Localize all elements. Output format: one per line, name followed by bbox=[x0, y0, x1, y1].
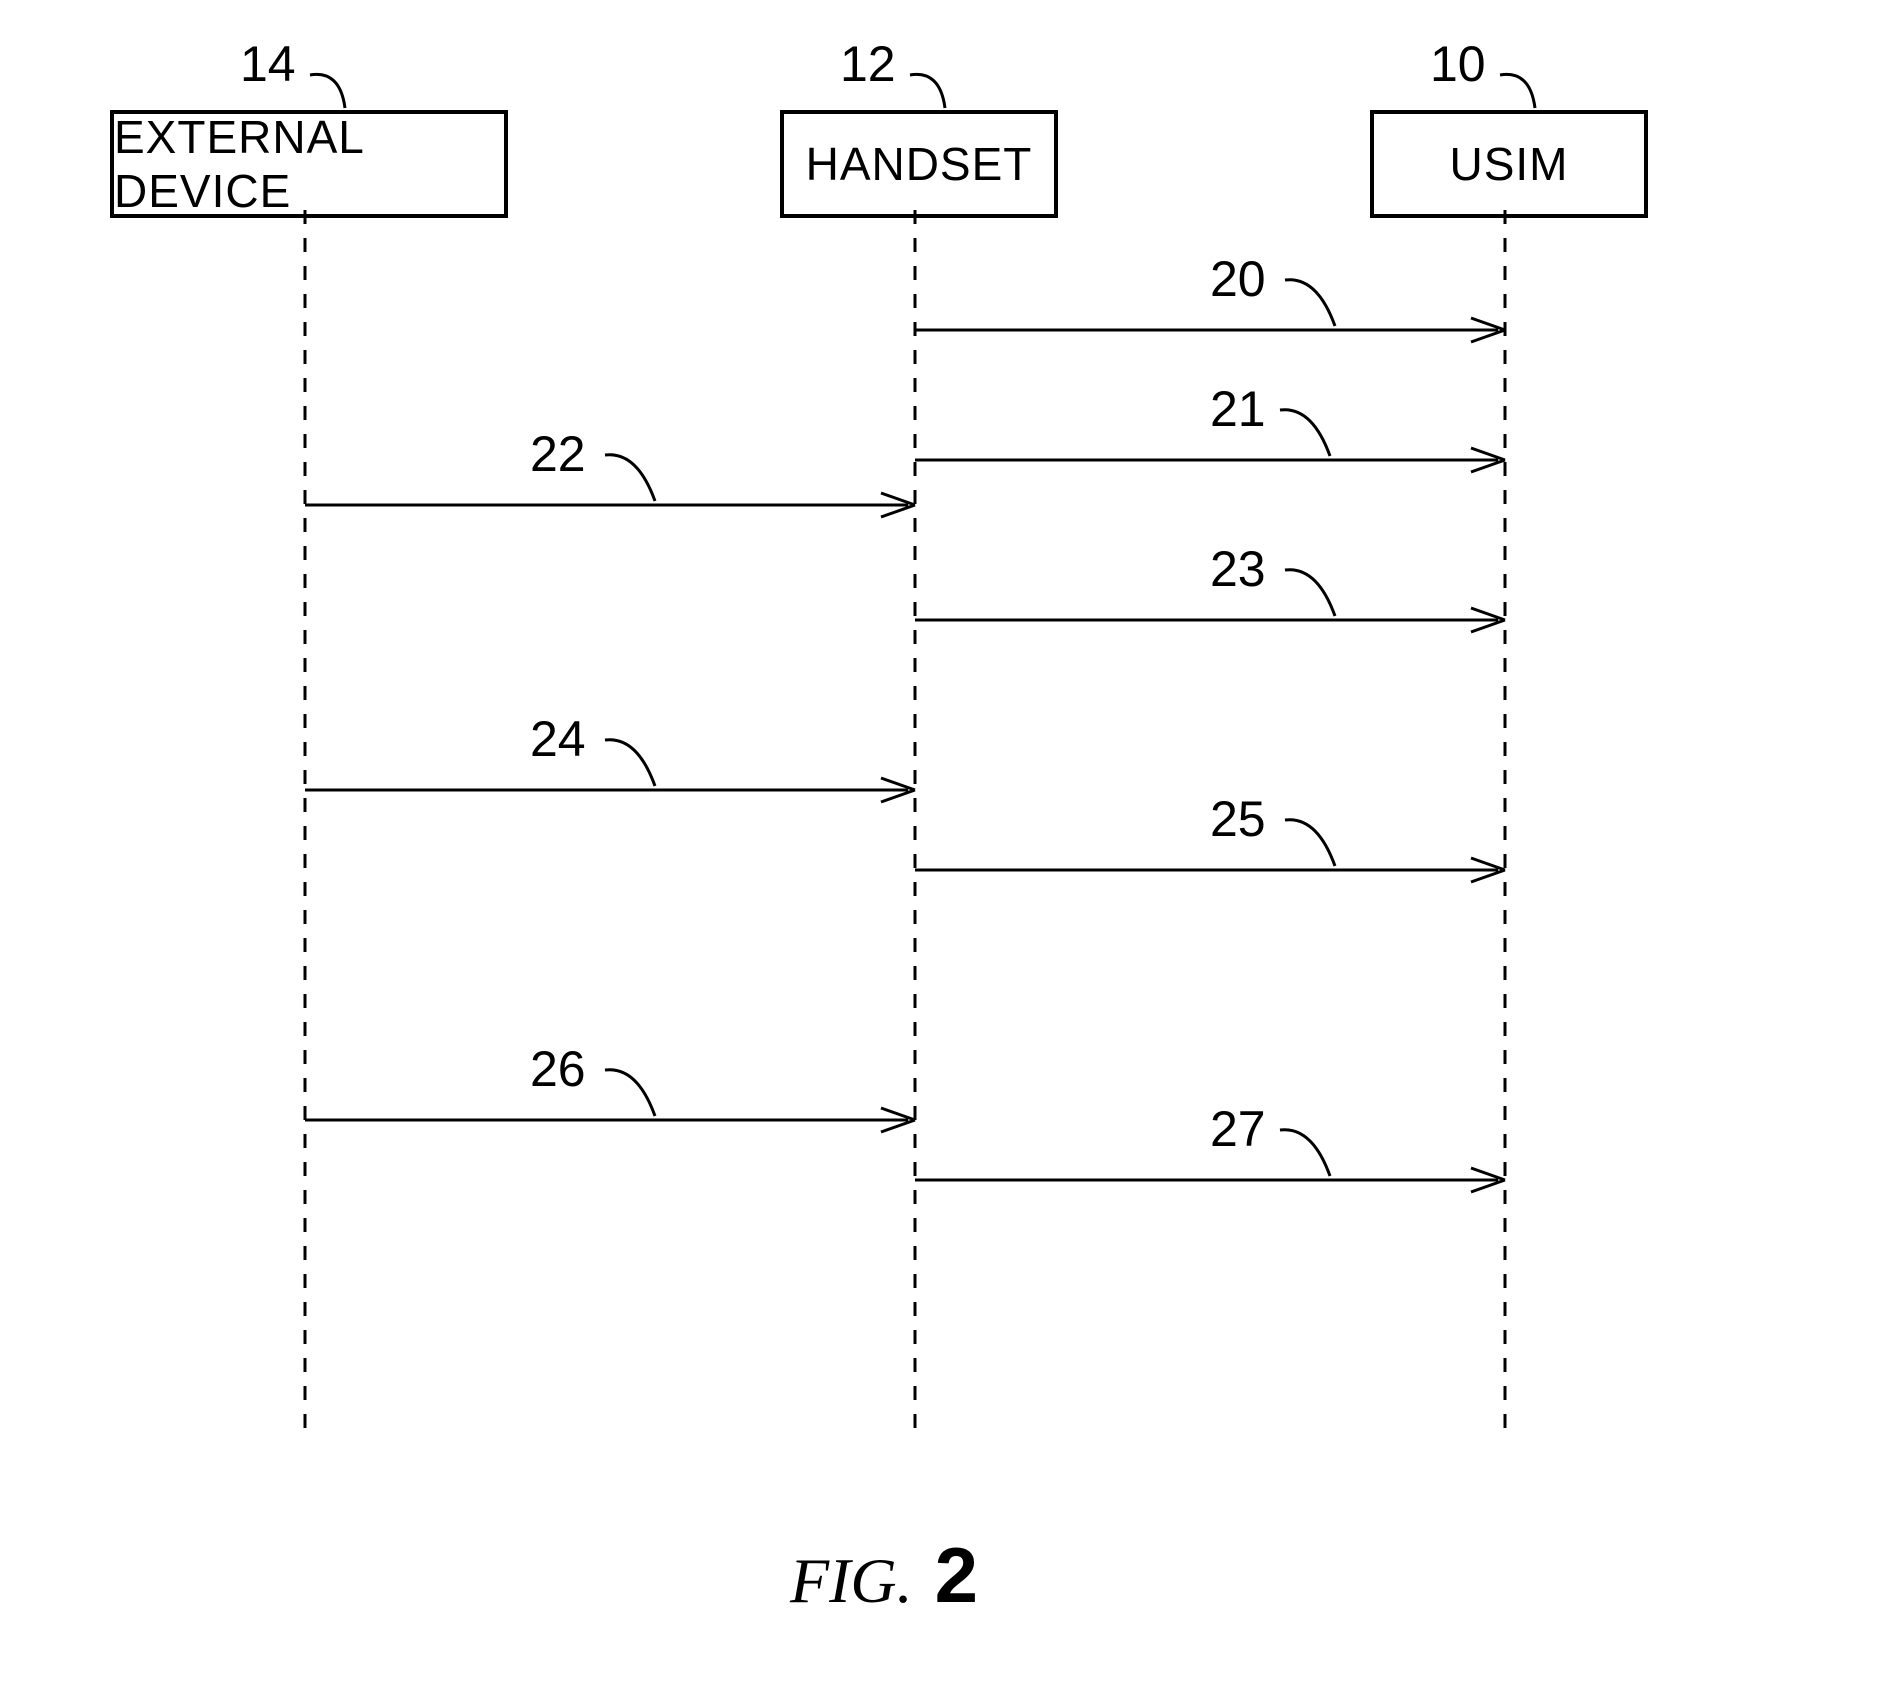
arrow-ref-22: 22 bbox=[530, 425, 586, 483]
sequence-diagram-svg bbox=[0, 0, 1880, 1686]
arrow-ref-25: 25 bbox=[1210, 790, 1266, 848]
arrow-ref-26: 26 bbox=[530, 1040, 586, 1098]
arrow-ref-21: 21 bbox=[1210, 380, 1266, 438]
arrow-ref-24: 24 bbox=[530, 710, 586, 768]
arrow-ref-23: 23 bbox=[1210, 540, 1266, 598]
arrow-ref-20: 20 bbox=[1210, 250, 1266, 308]
arrow-ref-27: 27 bbox=[1210, 1100, 1266, 1158]
